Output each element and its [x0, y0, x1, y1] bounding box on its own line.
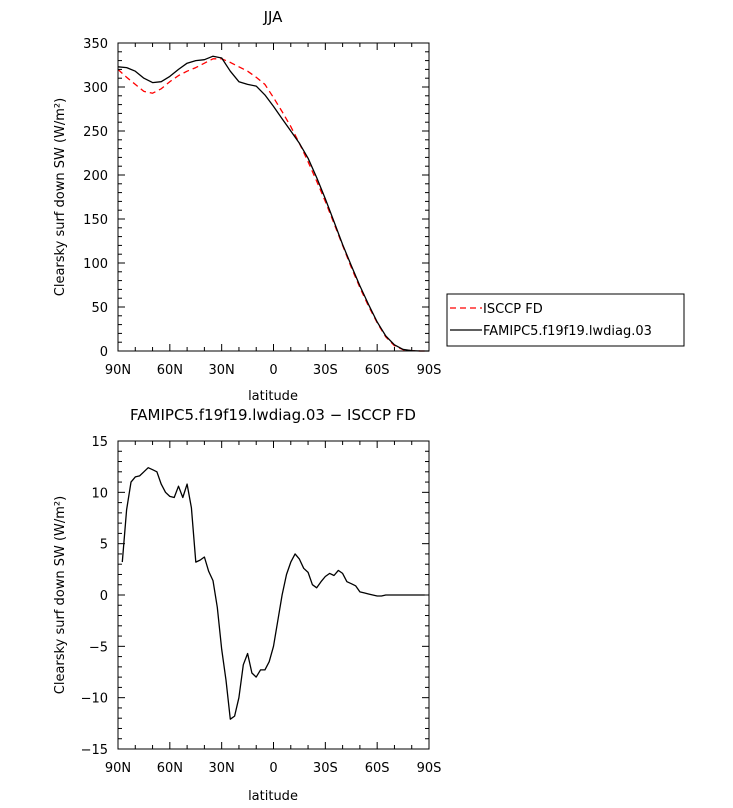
- top-y-tick-label: 350: [83, 37, 108, 52]
- bottom-y-tick-label: 0: [100, 589, 108, 604]
- bottom-x-tick-label: 60N: [157, 761, 183, 776]
- top-x-tick-label: 0: [269, 363, 277, 378]
- top-panel-title: JJA: [263, 8, 284, 26]
- top-series-group: [117, 55, 429, 352]
- top-x-tick-label: 30S: [313, 363, 338, 378]
- top-x-tick-label: 90N: [105, 363, 131, 378]
- bottom-x-tick-label: 0: [269, 761, 277, 776]
- top-panel: JJA 90N 60N 30N 0 30S 60S 90S 0 50 100 150 200 250 30…: [53, 8, 441, 404]
- bottom-y-tick-label: 10: [91, 486, 108, 501]
- bottom-y-tick-label: 15: [91, 435, 108, 450]
- bottom-x-tick-label: 30N: [209, 761, 235, 776]
- bottom-plot-frame: [117, 440, 430, 750]
- bottom-series-group: [121, 467, 425, 720]
- top-x-tick-label: 90S: [417, 363, 442, 378]
- top-x-tick-label: 60S: [365, 363, 390, 378]
- bottom-x-tick-label: 60S: [365, 761, 390, 776]
- bottom-x-axis-label: latitude: [248, 789, 298, 804]
- bottom-panel-title: FAMIPC5.f19f19.lwdiag.03 − ISCCP FD: [130, 406, 416, 424]
- top-x-tick-label: 60N: [157, 363, 183, 378]
- bottom-y-tick-label: 5: [100, 538, 108, 553]
- top-x-axis-label: latitude: [248, 389, 298, 404]
- top-series-line-0: [117, 58, 429, 352]
- top-plot-frame: [117, 42, 430, 352]
- bottom-y-axis-label: Clearsky surf down SW (W/m²): [53, 496, 68, 694]
- bottom-panel: FAMIPC5.f19f19.lwdiag.03 − ISCCP FD 90N 6…: [53, 406, 441, 804]
- top-y-axis-label: Clearsky surf down SW (W/m²): [53, 98, 68, 296]
- legend-box: [446, 293, 685, 347]
- bottom-axes: 90N 60N 30N 0 30S 60S 90S −15 −10 −5 0 5 10 15: [81, 435, 442, 776]
- bottom-x-tick-label: 90N: [105, 761, 131, 776]
- top-y-tick-label: 100: [83, 257, 108, 272]
- top-y-tick-label: 200: [83, 169, 108, 184]
- legend: ISCCP FD FAMIPC5.f19f19.lwdiag.03: [446, 293, 685, 347]
- top-y-tick-label: 300: [83, 81, 108, 96]
- legend-label-isccp: ISCCP FD: [483, 302, 543, 317]
- top-y-tick-label: 50: [91, 301, 108, 316]
- top-x-tick-label: 30N: [209, 363, 235, 378]
- bottom-y-tick-label: −10: [81, 692, 108, 707]
- legend-label-famipc5: FAMIPC5.f19f19.lwdiag.03: [483, 324, 652, 339]
- bottom-series-line-0: [121, 467, 425, 720]
- top-axes: 90N 60N 30N 0 30S 60S 90S 0 50 100 150 200 250 300 350: [83, 37, 441, 378]
- bottom-y-tick-label: −15: [81, 743, 108, 758]
- bottom-y-tick-label: −5: [89, 640, 108, 655]
- top-series-line-1: [117, 55, 429, 352]
- top-y-tick-label: 150: [83, 213, 108, 228]
- top-y-tick-label: 0: [100, 345, 108, 360]
- bottom-x-tick-label: 30S: [313, 761, 338, 776]
- bottom-x-tick-label: 90S: [417, 761, 442, 776]
- top-y-tick-label: 250: [83, 125, 108, 140]
